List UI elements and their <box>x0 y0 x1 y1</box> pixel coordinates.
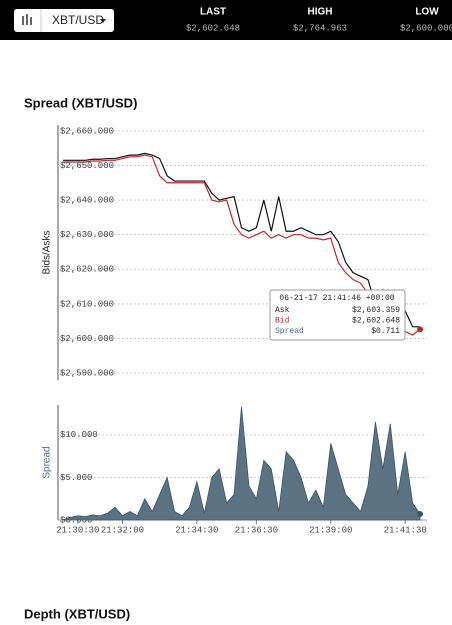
y-tick-label: $10.000 <box>60 430 98 440</box>
chart-title: Spread (XBT/USD) <box>24 95 137 110</box>
tooltip-time: 06-21-17 21:41:46 +00:00 <box>279 294 394 303</box>
price-line <box>62 152 421 328</box>
button-bg[interactable] <box>14 9 114 32</box>
tooltip-value: $2,602.648 <box>352 317 400 326</box>
y-axis-label: Bids/Asks <box>42 231 53 275</box>
tooltip-name: Ask <box>275 306 290 315</box>
stat-label: LAST <box>200 7 226 18</box>
end-dot <box>417 326 424 333</box>
y-tick-label: $2,600.000 <box>60 334 114 344</box>
stat-value: $2,602.648 <box>186 23 240 33</box>
y-tick-label: $2,590.000 <box>60 368 114 378</box>
x-tick-label: 21:34:30 <box>175 525 218 535</box>
end-dot <box>417 510 424 517</box>
tooltip-name: Spread <box>275 327 304 336</box>
y-tick-label: $2,630.000 <box>60 230 114 240</box>
x-tick-label: 21:39:00 <box>309 525 352 535</box>
x-tick-label: 21:32:00 <box>101 525 144 535</box>
tooltip-box <box>269 289 406 341</box>
y-tick-label: $2,620.000 <box>60 265 114 275</box>
price-line <box>62 154 421 336</box>
stat-label: HIGH <box>308 7 333 18</box>
symbol[interactable]: XBT/USD <box>52 13 104 27</box>
tooltip-name: Bid <box>275 317 290 326</box>
stat-label: LOW <box>415 7 439 18</box>
symbol-button[interactable]: XBT/USD <box>14 9 114 32</box>
x-tick-label: 21:30:30 <box>56 525 99 535</box>
tooltip-value: $2,603.359 <box>352 306 400 315</box>
stat-value: $2,764.963 <box>293 23 347 33</box>
chart-icon <box>22 14 32 25</box>
y-tick-label: $2,640.000 <box>60 195 114 205</box>
tooltip-value: $0.711 <box>371 327 400 336</box>
charts: Spread (XBT/USD) Bids/Asks $2,590.000 $2,60… <box>24 95 427 535</box>
y-tick-label: $2,660.000 <box>60 126 114 136</box>
x-tick-label: 21:41:30 <box>384 525 427 535</box>
y-tick-label: $5.000 <box>60 473 92 483</box>
spread-area <box>62 406 421 521</box>
y-axis-label: Spread <box>42 446 53 478</box>
x-tick-label: 21:36:30 <box>235 525 278 535</box>
stats: LAST $2,602.648 HIGH $2,764.963 LOW $2,600.00… <box>186 7 452 34</box>
caret <box>100 19 106 23</box>
y-tick-label: $2,650.000 <box>60 161 114 171</box>
y-tick-label: $2,610.000 <box>60 299 114 309</box>
stat-value: $2,600.000 <box>400 23 452 33</box>
section-title: Depth (XBT/USD) <box>24 606 130 621</box>
